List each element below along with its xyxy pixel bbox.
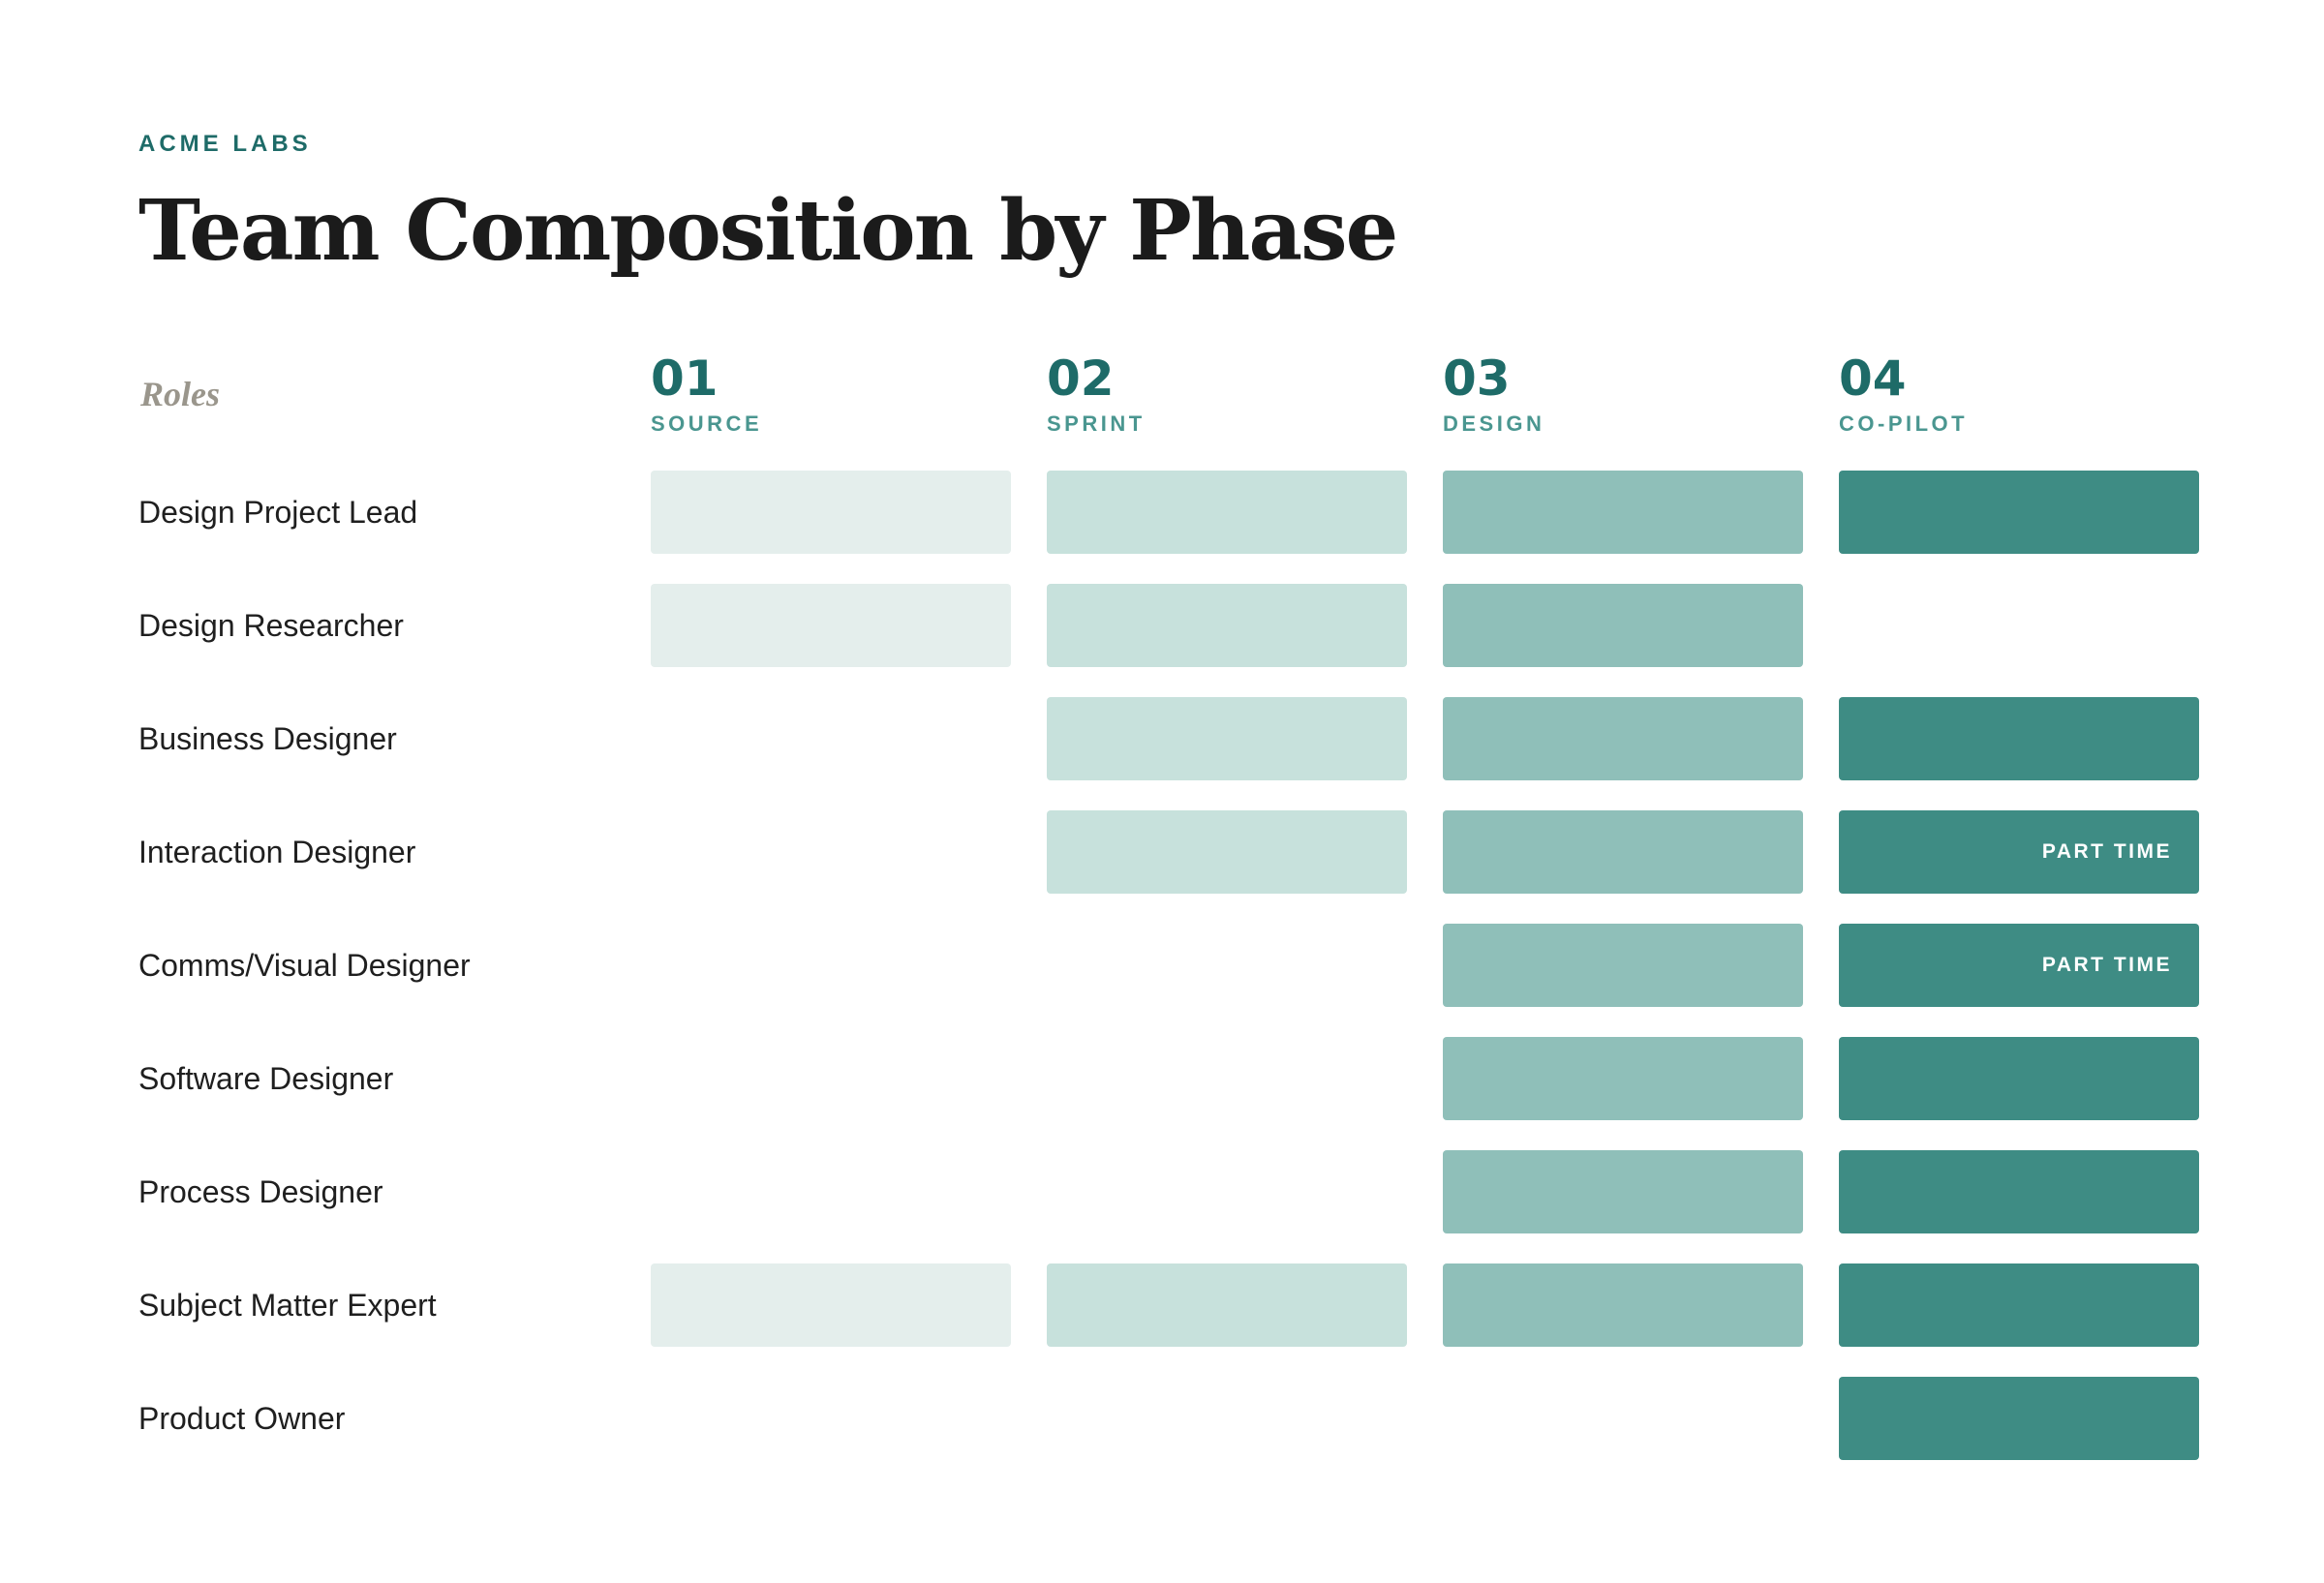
- role-label: Process Designer: [138, 1174, 383, 1209]
- phase-cell: [1839, 1150, 2199, 1233]
- phase-cell: [1839, 1377, 2199, 1460]
- phase-cell: [1047, 471, 1407, 554]
- role-label: Design Project Lead: [138, 495, 418, 530]
- phase-cell: [1443, 471, 1803, 554]
- phase-name-4: CO-PILOT: [1839, 411, 1969, 436]
- phase-number-4: 04: [1839, 350, 1907, 407]
- phase-cell: [1839, 1263, 2199, 1347]
- phase-cell: [1839, 697, 2199, 780]
- phase-cell: [1443, 924, 1803, 1007]
- phase-cell: [1443, 1150, 1803, 1233]
- phase-cell: [1839, 471, 2199, 554]
- role-label: Product Owner: [138, 1401, 346, 1436]
- role-label: Comms/Visual Designer: [138, 948, 471, 983]
- phase-cell: PART TIME: [1839, 924, 2199, 1007]
- role-label: Software Designer: [138, 1061, 394, 1096]
- phase-number-3: 03: [1443, 350, 1511, 407]
- phase-name-1: SOURCE: [651, 411, 763, 436]
- phase-cell: PART TIME: [1839, 810, 2199, 894]
- phase-name-2: SPRINT: [1047, 411, 1146, 436]
- part-time-badge: PART TIME: [2041, 840, 2172, 863]
- phase-cell: [651, 584, 1011, 667]
- role-label: Business Designer: [138, 721, 397, 756]
- phase-cell: [1047, 1263, 1407, 1347]
- role-label: Interaction Designer: [138, 835, 416, 869]
- part-time-badge: PART TIME: [2041, 954, 2172, 976]
- phase-name-3: DESIGN: [1443, 411, 1545, 436]
- phase-cell: [651, 1263, 1011, 1347]
- phase-cell: [1443, 584, 1803, 667]
- org-label: ACME LABS: [138, 131, 312, 157]
- phase-cell: [1443, 810, 1803, 894]
- phase-cell: [1443, 697, 1803, 780]
- phase-cell: [1047, 697, 1407, 780]
- phase-number-2: 02: [1047, 350, 1115, 407]
- phase-cell: [1443, 1037, 1803, 1120]
- phase-number-1: 01: [651, 350, 719, 407]
- phase-cell: [651, 471, 1011, 554]
- phase-cell: [1047, 584, 1407, 667]
- phase-cell: [1047, 810, 1407, 894]
- role-label: Design Researcher: [138, 608, 404, 643]
- role-label: Subject Matter Expert: [138, 1288, 437, 1323]
- phase-cell: [1839, 1037, 2199, 1120]
- phase-cell: [1443, 1263, 1803, 1347]
- roles-column-heading: Roles: [140, 375, 221, 413]
- page-title: Team Composition by Phase: [138, 182, 1398, 280]
